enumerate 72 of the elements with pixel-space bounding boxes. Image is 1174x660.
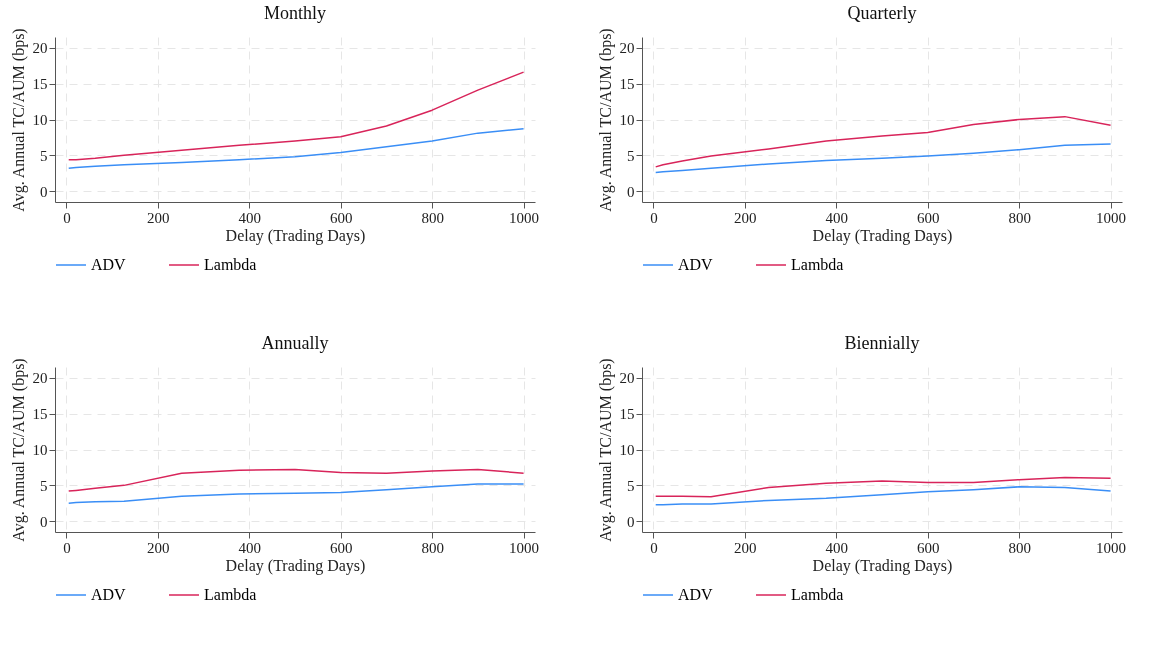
y-tick-label: 10 [32, 112, 48, 128]
x-axis-title: Delay (Trading Days) [812, 226, 953, 245]
legend-label: ADV [91, 256, 127, 273]
y-tick-label: 15 [619, 76, 635, 93]
x-tick-label: 400 [825, 539, 849, 556]
x-tick-label: 1000 [1096, 209, 1127, 226]
y-tick-label: 15 [32, 76, 48, 93]
x-tick-label: 0 [650, 539, 658, 556]
x-tick-label: 800 [1008, 539, 1031, 556]
x-tick-label: 1000 [1096, 539, 1127, 556]
line-series [67, 468, 525, 492]
x-axis-title: Delay (Trading Days) [225, 556, 366, 575]
x-tick-label: 400 [238, 539, 262, 556]
line-series [654, 115, 1112, 168]
x-tick-label: 600 [916, 539, 940, 556]
y-tick-label: 10 [619, 112, 635, 128]
chart-title: Quarterly [847, 3, 917, 24]
y-tick-label: 20 [619, 370, 635, 387]
legend-label: Lambda [204, 256, 257, 273]
y-tick-label: 0 [627, 513, 635, 530]
line-series [67, 483, 525, 505]
line-series [654, 476, 1112, 498]
line-series [654, 143, 1112, 174]
chart-title: Biennially [844, 333, 920, 354]
line-series [654, 486, 1112, 506]
x-tick-label: 800 [1008, 209, 1031, 226]
x-tick-label: 600 [916, 209, 940, 226]
y-tick-label: 0 [40, 183, 48, 200]
y-tick-label: 5 [627, 477, 635, 494]
y-axis-title: Avg. Annual TC/AUM (bps) [596, 28, 615, 212]
y-tick-label: 0 [40, 513, 48, 530]
x-tick-label: 800 [421, 209, 444, 226]
x-tick-label: 400 [825, 209, 849, 226]
y-tick-label: 15 [619, 406, 635, 423]
x-tick-label: 1000 [509, 209, 540, 226]
x-tick-label: 1000 [509, 539, 540, 556]
x-tick-label: 0 [63, 539, 71, 556]
x-tick-label: 400 [238, 209, 262, 226]
y-tick-label: 20 [32, 370, 48, 387]
y-axis-title: Avg. Annual TC/AUM (bps) [596, 358, 615, 542]
x-tick-label: 200 [147, 209, 170, 226]
y-tick-label: 15 [32, 406, 48, 423]
legend-label: ADV [678, 256, 714, 273]
y-axis-title: Avg. Annual TC/AUM (bps) [9, 358, 28, 542]
legend-label: ADV [678, 586, 714, 603]
y-tick-label: 5 [627, 147, 635, 164]
x-tick-label: 200 [734, 209, 757, 226]
line-series [67, 128, 525, 170]
y-tick-label: 0 [627, 183, 635, 200]
x-tick-label: 200 [147, 539, 170, 556]
x-axis-title: Delay (Trading Days) [812, 556, 953, 575]
y-tick-label: 20 [619, 40, 635, 57]
legend-label: Lambda [791, 256, 844, 273]
x-axis-title: Delay (Trading Days) [225, 226, 366, 245]
y-tick-label: 10 [32, 442, 48, 458]
legend-label: Lambda [791, 586, 844, 603]
chart-title: Monthly [263, 3, 327, 24]
x-tick-label: 800 [421, 539, 444, 556]
legend-label: Lambda [204, 586, 257, 603]
x-tick-label: 600 [329, 539, 353, 556]
line-series [67, 71, 525, 161]
x-tick-label: 0 [63, 209, 71, 226]
x-tick-label: 600 [329, 209, 353, 226]
x-tick-label: 0 [650, 209, 658, 226]
y-tick-label: 5 [40, 147, 48, 164]
x-tick-label: 200 [734, 539, 757, 556]
legend-label: ADV [91, 586, 127, 603]
chart-title: Annually [261, 333, 329, 354]
y-tick-label: 10 [619, 442, 635, 458]
y-tick-label: 5 [40, 477, 48, 494]
y-tick-label: 20 [32, 40, 48, 57]
y-axis-title: Avg. Annual TC/AUM (bps) [9, 28, 28, 212]
